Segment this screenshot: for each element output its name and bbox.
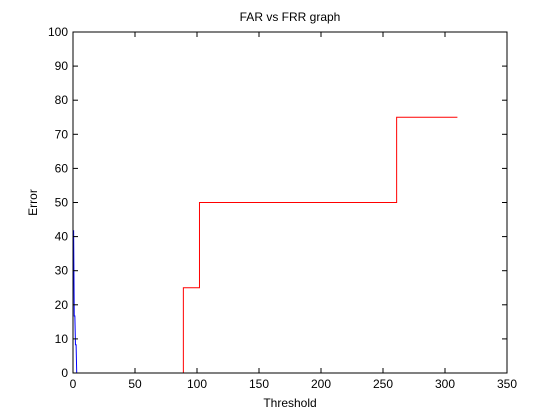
x-tick-label: 50 xyxy=(128,377,142,391)
x-axis-title: Threshold xyxy=(263,396,316,410)
x-tick-label: 200 xyxy=(311,377,331,391)
frr-series-line xyxy=(182,116,458,373)
y-tick-label: 0 xyxy=(61,366,68,380)
x-tick-label: 250 xyxy=(373,377,393,391)
y-tick-label: 80 xyxy=(55,93,69,107)
series-layer xyxy=(73,116,458,374)
y-tick-label: 100 xyxy=(48,25,68,39)
y-axis-title: Error xyxy=(26,189,40,216)
x-tick-label: 300 xyxy=(435,377,455,391)
x-tick-label: 350 xyxy=(497,377,517,391)
y-tick-label: 50 xyxy=(55,196,69,210)
x-tick-label: 100 xyxy=(187,377,207,391)
y-tick-label: 30 xyxy=(55,264,69,278)
y-tick-label: 10 xyxy=(55,332,69,346)
y-tick-label: 40 xyxy=(55,230,69,244)
y-tick-label: 90 xyxy=(55,59,69,73)
x-tick-label: 0 xyxy=(70,377,77,391)
chart-title: FAR vs FRR graph xyxy=(240,10,341,24)
far-series-line xyxy=(73,230,78,374)
y-tick-label: 20 xyxy=(55,298,69,312)
y-tick-label: 60 xyxy=(55,161,69,175)
x-tick-label: 150 xyxy=(249,377,269,391)
ticks-layer: 0 50 100 150 200 250 300 350 0 10 20 30 40 50 60 70 80 90… xyxy=(48,25,517,391)
y-tick-label: 70 xyxy=(55,127,69,141)
